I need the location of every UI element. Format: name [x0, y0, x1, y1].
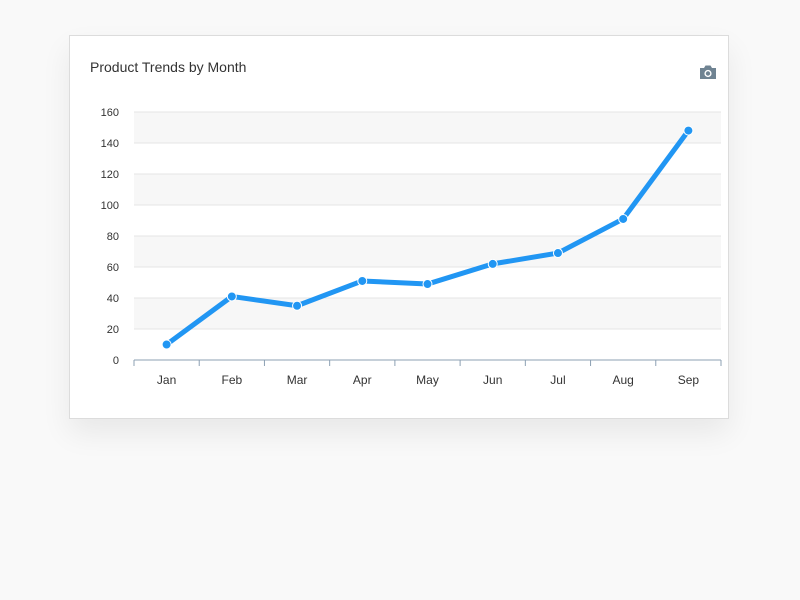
- data-point: [226, 291, 237, 302]
- camera-icon: [700, 65, 716, 79]
- x-tick-label: Jul: [550, 373, 565, 387]
- y-tick-label: 0: [113, 355, 119, 367]
- data-point: [357, 275, 368, 286]
- grid-band: [134, 174, 721, 205]
- x-tick-label: Aug: [612, 373, 633, 387]
- download-image-button[interactable]: [698, 63, 718, 81]
- data-point: [552, 248, 563, 259]
- data-point: [618, 213, 629, 224]
- line-chart: 0 20 40 60 80 100 120 140 160 Jan Feb Mar Apr May Jun J…: [101, 107, 722, 387]
- y-tick-label: 60: [107, 262, 119, 274]
- y-tick-label: 40: [107, 293, 119, 305]
- x-tick-label: Mar: [287, 373, 308, 387]
- chart-title: Product Trends by Month: [90, 59, 247, 75]
- data-point: [422, 279, 433, 290]
- grid-band: [134, 236, 721, 267]
- y-tick-label: 20: [107, 324, 119, 336]
- data-point: [292, 300, 303, 311]
- y-tick-label: 80: [107, 231, 119, 243]
- chart-card: Product Trends by Month 0 20 40 60 80 100 120 1…: [69, 35, 729, 419]
- grid-band: [134, 112, 721, 143]
- y-tick-label: 160: [101, 107, 119, 119]
- x-tick-label: Feb: [221, 373, 242, 387]
- x-tick-label: Apr: [353, 373, 372, 387]
- x-tick-label: Jan: [157, 373, 176, 387]
- y-tick-label: 140: [101, 138, 119, 150]
- data-point: [161, 339, 172, 350]
- x-tick-label: Jun: [483, 373, 502, 387]
- x-tick-label: Sep: [678, 373, 700, 387]
- data-point: [487, 258, 498, 269]
- x-tick-label: May: [416, 373, 439, 387]
- data-point: [683, 125, 694, 136]
- y-tick-label: 100: [101, 200, 119, 212]
- grid-band: [134, 298, 721, 329]
- y-tick-label: 120: [101, 169, 119, 181]
